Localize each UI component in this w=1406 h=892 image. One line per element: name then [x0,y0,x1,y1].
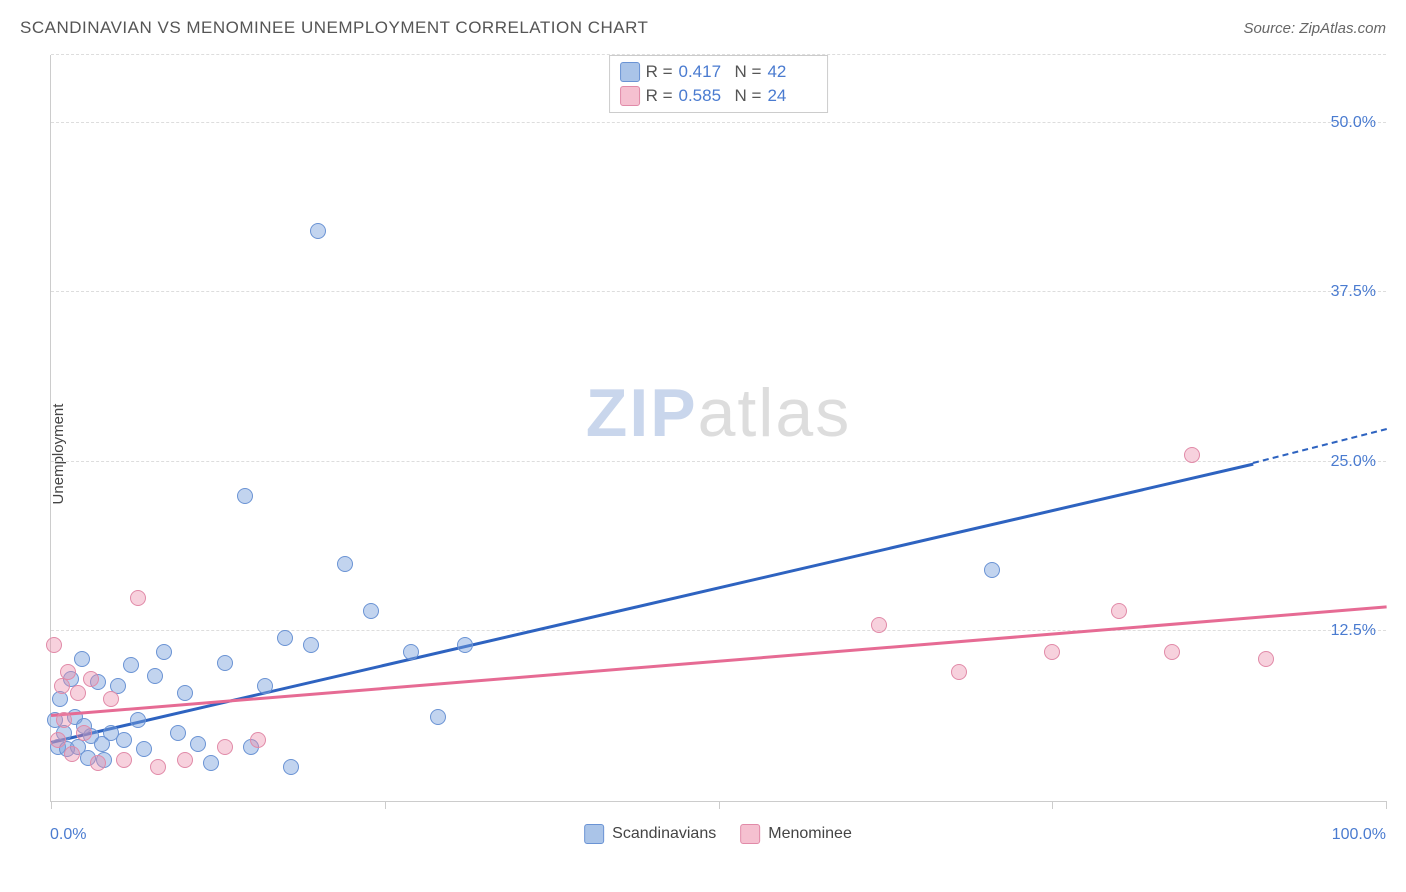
scatter-point-scandinavians [283,759,299,775]
legend-r-label: R = [646,62,673,82]
chart-container: Unemployment ZIPatlas R =0.417N =42R =0.… [50,55,1386,852]
scatter-point-menominee [871,617,887,633]
scatter-point-scandinavians [170,725,186,741]
legend-swatch [620,62,640,82]
scatter-point-scandinavians [337,556,353,572]
scatter-point-menominee [46,637,62,653]
scatter-point-menominee [50,732,66,748]
scatter-point-scandinavians [74,651,90,667]
gridline [51,461,1386,462]
scatter-point-scandinavians [430,709,446,725]
gridline [51,630,1386,631]
scatter-point-scandinavians [177,685,193,701]
scatter-point-menominee [90,755,106,771]
legend-swatch [740,824,760,844]
trend-line [51,605,1387,716]
x-axis-max-label: 100.0% [1332,826,1386,844]
scatter-point-scandinavians [310,223,326,239]
y-tick-label: 12.5% [1331,622,1376,640]
x-tick [1386,801,1387,809]
scatter-point-scandinavians [984,562,1000,578]
scatter-point-menominee [56,712,72,728]
legend-r-value: 0.417 [679,62,729,82]
scatter-point-menominee [70,685,86,701]
gridline [51,291,1386,292]
scatter-point-menominee [217,739,233,755]
legend-n-value: 42 [767,62,817,82]
legend-row: R = 0.585 N =24 [620,84,818,108]
watermark-zip: ZIP [586,375,698,451]
scatter-point-scandinavians [257,678,273,694]
scatter-point-menominee [177,752,193,768]
scatter-point-scandinavians [136,741,152,757]
legend-r-value: 0.585 [679,86,729,106]
legend-item-scandinavians: Scandinavians [584,824,716,844]
scatter-point-menominee [130,590,146,606]
x-tick [51,801,52,809]
legend-swatch [620,86,640,106]
scatter-point-scandinavians [403,644,419,660]
scatter-point-menominee [1258,651,1274,667]
scatter-point-scandinavians [116,732,132,748]
scatter-point-menominee [250,732,266,748]
scatter-point-scandinavians [237,488,253,504]
scatter-point-menominee [116,752,132,768]
scatter-point-scandinavians [123,657,139,673]
legend-n-label: N = [735,86,762,106]
chart-title: SCANDINAVIAN VS MENOMINEE UNEMPLOYMENT C… [20,18,648,38]
legend-row: R = 0.417 N =42 [620,60,818,84]
scatter-point-menominee [1184,447,1200,463]
y-tick-label: 50.0% [1331,114,1376,132]
series-legend: Scandinavians Menominee [584,824,852,844]
x-tick [719,801,720,809]
plot-area: ZIPatlas R = 0.417 N =42 R = 0.585 N =24 12.5… [50,55,1386,802]
scatter-point-menominee [64,746,80,762]
legend-series-name: Menominee [768,825,852,843]
correlation-legend: R = 0.417 N =42 R = 0.585 N =24 [609,55,829,113]
x-tick [1052,801,1053,809]
scatter-point-scandinavians [363,603,379,619]
scatter-point-menominee [60,664,76,680]
scatter-point-scandinavians [156,644,172,660]
scatter-point-scandinavians [303,637,319,653]
legend-n-label: N = [735,62,762,82]
scatter-point-menominee [1164,644,1180,660]
legend-swatch [584,824,604,844]
scatter-point-scandinavians [457,637,473,653]
scatter-point-scandinavians [203,755,219,771]
chart-header: SCANDINAVIAN VS MENOMINEE UNEMPLOYMENT C… [20,18,1386,38]
legend-n-value: 24 [767,86,817,106]
scatter-point-menominee [150,759,166,775]
scatter-point-menominee [1111,603,1127,619]
scatter-point-menominee [951,664,967,680]
scatter-point-scandinavians [130,712,146,728]
gridline [51,122,1386,123]
watermark: ZIPatlas [586,374,851,452]
scatter-point-scandinavians [217,655,233,671]
x-tick [385,801,386,809]
scatter-point-menominee [83,671,99,687]
scatter-point-scandinavians [147,668,163,684]
chart-source: Source: ZipAtlas.com [1243,20,1386,37]
scatter-point-menominee [103,691,119,707]
scatter-point-menominee [76,725,92,741]
y-tick-label: 37.5% [1331,283,1376,301]
scatter-point-scandinavians [190,736,206,752]
x-axis-min-label: 0.0% [50,826,86,844]
legend-r-label: R = [646,86,673,106]
y-tick-label: 25.0% [1331,453,1376,471]
watermark-atlas: atlas [698,375,852,451]
scatter-point-menominee [1044,644,1060,660]
scatter-point-scandinavians [277,630,293,646]
legend-item-menominee: Menominee [740,824,852,844]
legend-series-name: Scandinavians [612,825,716,843]
